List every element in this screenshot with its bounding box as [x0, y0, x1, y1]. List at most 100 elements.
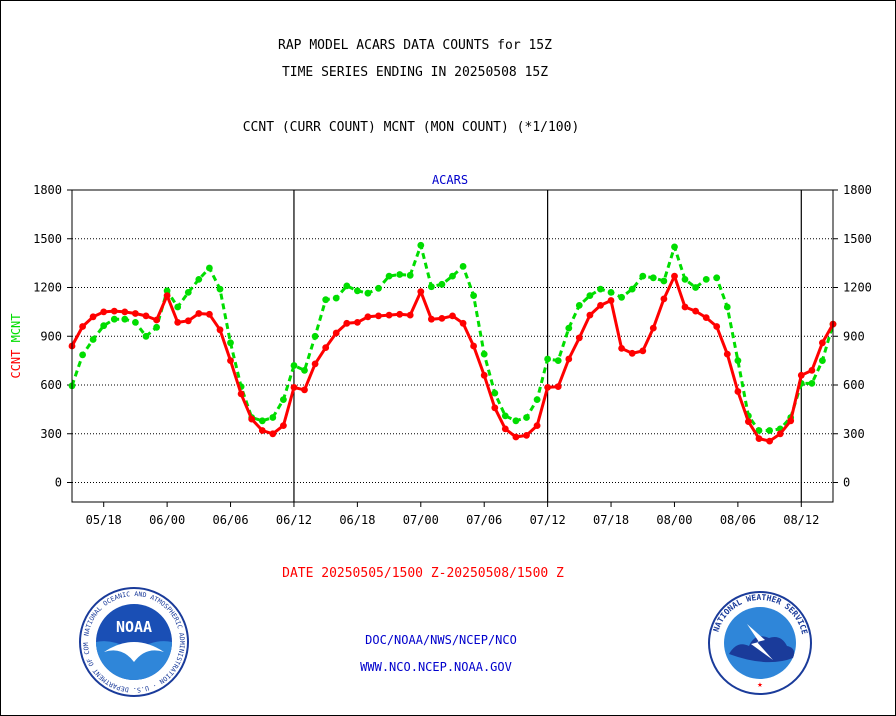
y-tick-label-left: 1800	[33, 183, 62, 197]
ccnt-point	[311, 360, 319, 368]
mcnt-point	[385, 272, 393, 280]
ccnt-point	[385, 311, 393, 319]
ccnt-point	[692, 307, 699, 315]
ccnt-point	[470, 342, 477, 350]
y-tick-label-left: 600	[40, 378, 62, 392]
mcnt-point	[132, 319, 139, 326]
ccnt-point	[819, 339, 826, 347]
mcnt-point	[269, 414, 277, 421]
mcnt-point	[808, 380, 816, 387]
ccnt-point	[544, 384, 551, 391]
mcnt-point	[755, 427, 763, 434]
y-tick-label-left: 900	[40, 329, 62, 343]
ccnt-point	[449, 312, 456, 320]
mcnt-point	[649, 274, 657, 282]
mcnt-point	[565, 324, 573, 332]
mcnt-point	[766, 427, 773, 434]
mcnt-point	[258, 417, 266, 425]
mcnt-point	[227, 339, 234, 347]
ccnt-point	[512, 433, 520, 441]
ccnt-point	[723, 350, 731, 358]
mcnt-point	[501, 412, 509, 420]
ccnt-point	[649, 324, 657, 332]
mcnt-point	[713, 274, 721, 282]
y-tick-label-right: 1200	[843, 281, 872, 295]
ccnt-point	[269, 430, 277, 438]
x-tick-label: 08/06	[720, 513, 756, 527]
ccnt-point	[132, 310, 139, 317]
panel-label: ACARS	[432, 173, 468, 187]
link-nco-website[interactable]: WWW.NCO.NCEP.NOAA.GOV	[360, 660, 512, 674]
ccnt-point	[227, 357, 234, 364]
ccnt-point	[100, 308, 108, 316]
mcnt-point	[491, 389, 499, 397]
ccnt-point	[322, 344, 330, 351]
x-tick-label: 07/00	[403, 513, 439, 527]
mcnt-point	[692, 284, 699, 291]
noaa-logo-label: NOAA	[116, 618, 152, 636]
ccnt-point	[174, 319, 182, 326]
y-tick-label-right: 300	[843, 427, 865, 441]
ccnt-point	[639, 347, 647, 355]
nws-logo: NATIONAL WEATHER SERVICE ★	[708, 591, 812, 695]
mcnt-point	[449, 272, 456, 280]
ccnt-point	[406, 311, 414, 319]
y-tick-label-left: 300	[40, 427, 62, 441]
ylabel-mcnt: MCNT	[9, 313, 23, 342]
ccnt-point	[89, 313, 97, 321]
plot-border	[71, 189, 834, 503]
mcnt-point	[438, 280, 446, 288]
ccnt-point	[565, 355, 573, 363]
svg-text:CCNT MCNT: CCNT MCNT	[9, 313, 23, 378]
mcnt-point	[480, 350, 488, 358]
mcnt-point	[734, 357, 742, 364]
mcnt-point	[100, 322, 108, 330]
mcnt-point	[142, 332, 150, 340]
link-doc-noaa[interactable]: DOC/NOAA/NWS/NCEP/NCO	[365, 633, 517, 647]
x-tick-label: 06/12	[276, 513, 312, 527]
mcnt-point	[470, 292, 477, 299]
mcnt-point	[301, 367, 308, 374]
y-tick-label-right: 1500	[843, 232, 872, 246]
ccnt-point	[660, 295, 668, 303]
mcnt-point	[375, 284, 382, 292]
x-tick-label: 08/00	[656, 513, 692, 527]
ccnt-point	[554, 383, 562, 390]
mcnt-point	[597, 285, 604, 293]
ccnt-point	[797, 371, 805, 379]
mcnt-point	[819, 357, 826, 364]
x-tick-label: 08/12	[783, 513, 819, 527]
ccnt-point	[628, 349, 636, 357]
mcnt-point	[332, 294, 340, 302]
ccnt-point	[734, 388, 742, 395]
date-range: DATE 20250505/1500 Z-20250508/1500 Z	[282, 566, 564, 581]
mcnt-point	[121, 315, 129, 323]
mcnt-point	[723, 303, 731, 311]
ccnt-point	[290, 384, 298, 391]
mcnt-point	[417, 241, 425, 249]
ccnt-point	[755, 435, 763, 442]
mcnt-point	[544, 355, 551, 363]
mcnt-point	[343, 282, 351, 290]
ccnt-point	[206, 310, 213, 318]
x-tick-label: 06/00	[149, 513, 185, 527]
mcnt-point	[671, 243, 678, 251]
noaa-logo: NOAA NATIONAL OCEANIC AND ATMOSPHERIC AD…	[78, 586, 189, 697]
mcnt-point	[311, 332, 319, 340]
mcnt-point	[322, 296, 330, 304]
mcnt-point	[586, 292, 594, 299]
ccnt-point	[216, 326, 224, 334]
ccnt-point	[237, 390, 245, 398]
y-axis-label: CCNT MCNT	[9, 313, 23, 378]
ccnt-point	[480, 371, 488, 379]
ccnt-point	[417, 288, 425, 295]
ccnt-point	[354, 319, 361, 326]
ccnt-point	[79, 323, 86, 330]
ccnt-point	[280, 422, 287, 429]
mcnt-point	[163, 287, 171, 295]
ccnt-point	[681, 303, 689, 311]
mcnt-point	[554, 357, 562, 364]
ccnt-point	[195, 310, 203, 317]
mcnt-point	[523, 414, 530, 421]
